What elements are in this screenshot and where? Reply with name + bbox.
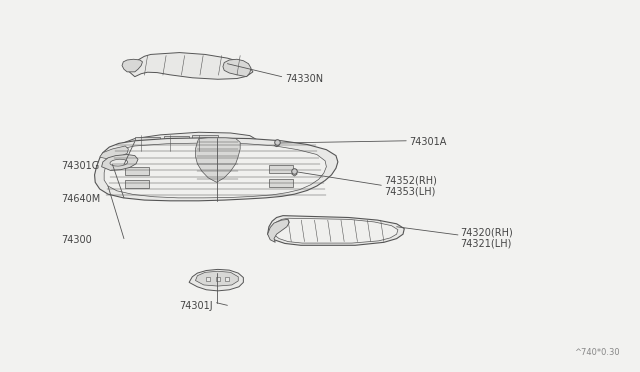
Text: 74320(RH)
74321(LH): 74320(RH) 74321(LH): [461, 227, 513, 249]
Polygon shape: [122, 59, 143, 72]
Text: 74330N: 74330N: [285, 74, 323, 84]
Polygon shape: [115, 132, 256, 153]
Polygon shape: [95, 138, 338, 201]
Bar: [135, 137, 161, 148]
Polygon shape: [195, 271, 238, 286]
Polygon shape: [189, 269, 243, 291]
Polygon shape: [100, 146, 129, 159]
Polygon shape: [195, 138, 240, 182]
Text: ^740*0.30: ^740*0.30: [575, 348, 620, 357]
Bar: [192, 135, 218, 144]
Text: 74352(RH)
74353(LH): 74352(RH) 74353(LH): [384, 175, 436, 197]
Polygon shape: [129, 52, 253, 79]
Bar: [269, 165, 293, 173]
Polygon shape: [104, 143, 326, 198]
Polygon shape: [223, 59, 251, 77]
Bar: [125, 167, 150, 175]
Text: 74300: 74300: [61, 235, 92, 245]
Polygon shape: [268, 216, 404, 245]
Text: 74301J: 74301J: [179, 301, 213, 311]
Text: 74301G: 74301G: [61, 161, 100, 171]
Polygon shape: [268, 219, 289, 242]
Text: 74640M: 74640M: [61, 194, 100, 204]
Bar: [125, 180, 150, 188]
Bar: [269, 179, 293, 187]
Polygon shape: [273, 218, 398, 243]
Bar: [164, 136, 189, 145]
Ellipse shape: [110, 159, 128, 166]
Text: 74301A: 74301A: [410, 137, 447, 147]
Polygon shape: [102, 154, 138, 170]
